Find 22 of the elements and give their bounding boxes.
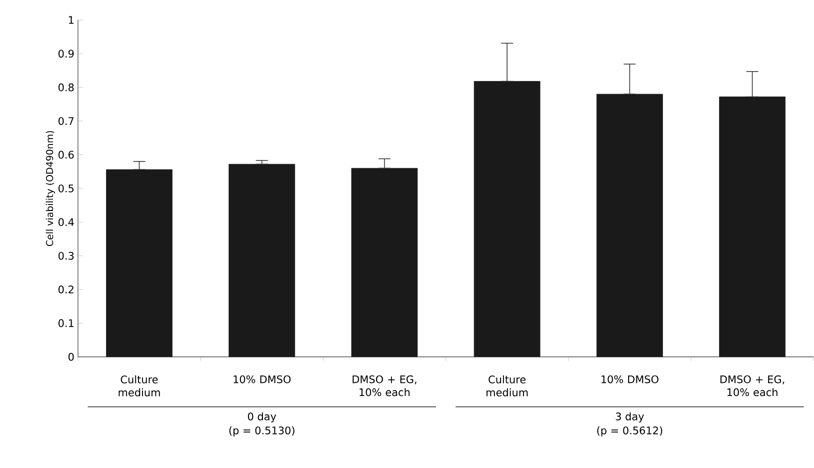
text: (p = 0.5612) bbox=[597, 426, 662, 437]
x-tick-label: DMSO + EG, 10% each bbox=[352, 375, 416, 396]
y-tick-label: 0.2 bbox=[58, 286, 74, 294]
x-tick-label: 10% DMSO bbox=[234, 375, 291, 384]
text: 3 day bbox=[616, 412, 644, 423]
text: (p = 0.5130) bbox=[229, 426, 294, 437]
x-tick-label: Culture medium bbox=[118, 375, 160, 396]
y-tick-label: 0.1 bbox=[58, 319, 74, 328]
x-tick-label: DMSO + EG, 10% each bbox=[720, 375, 784, 396]
x-tick-label: 10% DMSO bbox=[602, 375, 658, 384]
text: 0 day bbox=[248, 412, 276, 423]
y-tick-label: 0.3 bbox=[58, 252, 74, 260]
y-tick-label: 0.8 bbox=[58, 84, 74, 92]
y-axis-title: Cell viability (OD490nm) bbox=[46, 131, 55, 246]
y-tick-label: 0.9 bbox=[58, 50, 74, 58]
y-tick-label: 0.5 bbox=[58, 184, 74, 192]
y-tick-label: 0.7 bbox=[58, 117, 74, 126]
x-tick-label: Culture medium bbox=[486, 375, 528, 396]
y-tick-label: 1 bbox=[68, 16, 74, 24]
y-tick-label: 0.6 bbox=[58, 150, 74, 159]
y-tick-label: 0 bbox=[68, 352, 74, 361]
y-tick-label: 0.4 bbox=[58, 218, 74, 226]
